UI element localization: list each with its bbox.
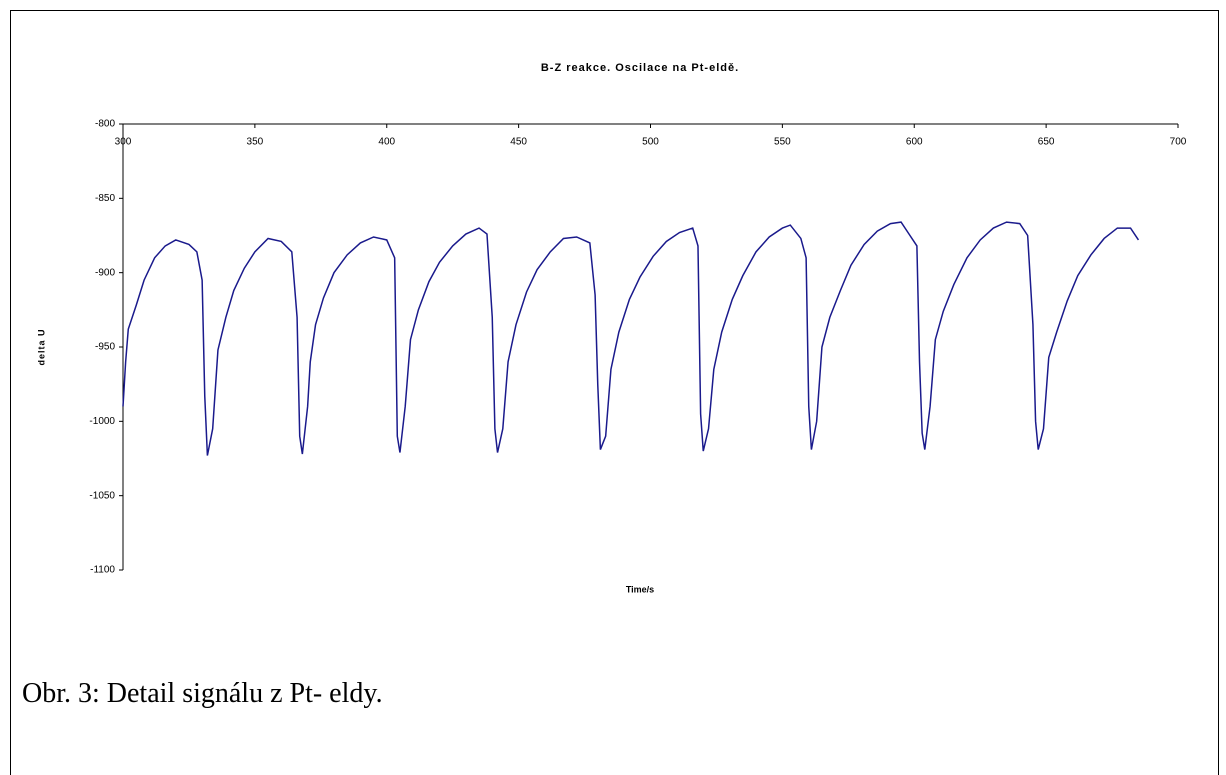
frame [10, 10, 1219, 775]
x-tick-label: 600 [906, 137, 923, 148]
chart-title: B-Z reakce. Oscilace na Pt-eldě. [541, 62, 739, 74]
x-tick-label: 650 [1038, 137, 1055, 148]
x-tick-label: 450 [510, 137, 527, 148]
y-tick-label: -850 [95, 193, 115, 204]
y-tick-label: -800 [95, 119, 115, 130]
y-tick-label: -950 [95, 342, 115, 353]
data-line [122, 221, 1140, 456]
y-tick-label: -1000 [89, 416, 115, 427]
y-axis-label: delta U [36, 328, 46, 365]
x-tick-label: 350 [247, 137, 264, 148]
x-tick-label: 300 [115, 137, 132, 148]
x-tick-label: 400 [378, 137, 395, 148]
x-tick-label: 550 [774, 137, 791, 148]
caption: Obr. 3: Detail signálu z Pt- eldy. [22, 678, 383, 709]
y-tick-label: -900 [95, 267, 115, 278]
x-tick-label: 700 [1170, 137, 1187, 148]
x-axis-label: Time/s [626, 584, 654, 594]
y-tick-label: -1100 [90, 565, 115, 576]
x-tick-label: 500 [642, 137, 659, 148]
y-tick-label: -1050 [89, 490, 115, 501]
